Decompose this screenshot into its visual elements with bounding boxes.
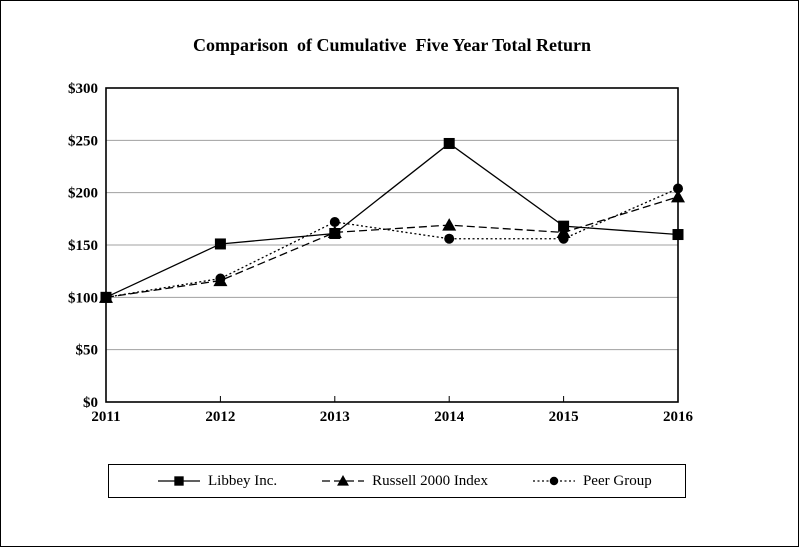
chart-title: Comparison of Cumulative Five Year Total… (193, 35, 591, 55)
x-axis-tick-label: 2011 (91, 409, 120, 425)
legend-entry-russell-2000-index: Russell 2000 Index (321, 473, 488, 490)
y-axis-tick-label: $150 (68, 238, 98, 254)
series-line-peer-group (105, 187, 679, 298)
legend-circle-marker-icon (532, 476, 575, 486)
plot-border (105, 87, 679, 403)
marker-circle-peer-group (101, 292, 111, 303)
chart-legend: Libbey Inc. Russell 2000 Index Peer Grou… (108, 464, 686, 498)
y-axis-tick-label: $300 (68, 81, 98, 97)
legend-marker-square (174, 476, 184, 486)
x-axis-tick-label: 2013 (320, 409, 350, 425)
marker-square-libbey-inc (443, 137, 455, 149)
series-line-russell-2000-index (105, 196, 679, 298)
y-axis-tick-label: $250 (68, 133, 98, 149)
marker-circle-peer-group (673, 183, 683, 194)
x-axis-tick-label: 2016 (663, 409, 694, 425)
marker-circle-peer-group (215, 273, 226, 284)
y-axis-tick-label: $100 (68, 290, 98, 306)
x-axis-tick-label: 2014 (434, 409, 465, 425)
marker-square-libbey-inc (672, 229, 684, 241)
marker-square-libbey-inc (214, 238, 226, 250)
legend-label-peer-group: Peer Group (582, 472, 652, 489)
marker-circle-peer-group (444, 233, 455, 244)
legend-marker-circle (549, 476, 559, 486)
marker-triangle-russell-2000-index (327, 225, 342, 238)
marker-triangle-russell-2000-index (556, 225, 571, 238)
x-axis-tick-label: 2012 (205, 409, 235, 425)
y-axis-tick-label: $200 (68, 186, 98, 202)
series-line-libbey-inc (105, 142, 679, 298)
y-axis-tick-label: $50 (76, 343, 99, 359)
legend-label-libbey-inc: Libbey Inc. (208, 472, 278, 489)
x-axis-tick-label: 2015 (549, 409, 579, 425)
legend-label-russell-2000-index: Russell 2000 Index (372, 472, 488, 489)
marker-circle-peer-group (558, 233, 569, 244)
marker-circle-peer-group (329, 216, 340, 227)
legend-triangle-marker-icon (322, 475, 365, 486)
legend-entry-peer-group: Peer Group (532, 473, 652, 490)
legend-entry-libbey-inc: Libbey Inc. (157, 473, 277, 490)
legend-marker-triangle (337, 475, 350, 486)
marker-triangle-russell-2000-index (442, 218, 457, 231)
legend-square-marker-icon (158, 476, 200, 486)
y-axis-tick-label: $0 (83, 395, 98, 411)
marker-triangle-russell-2000-index (671, 189, 685, 203)
chart-plot: $0 $50 $100 $150 $200 $250 $300 2011 2012 2013 201… (68, 81, 694, 425)
